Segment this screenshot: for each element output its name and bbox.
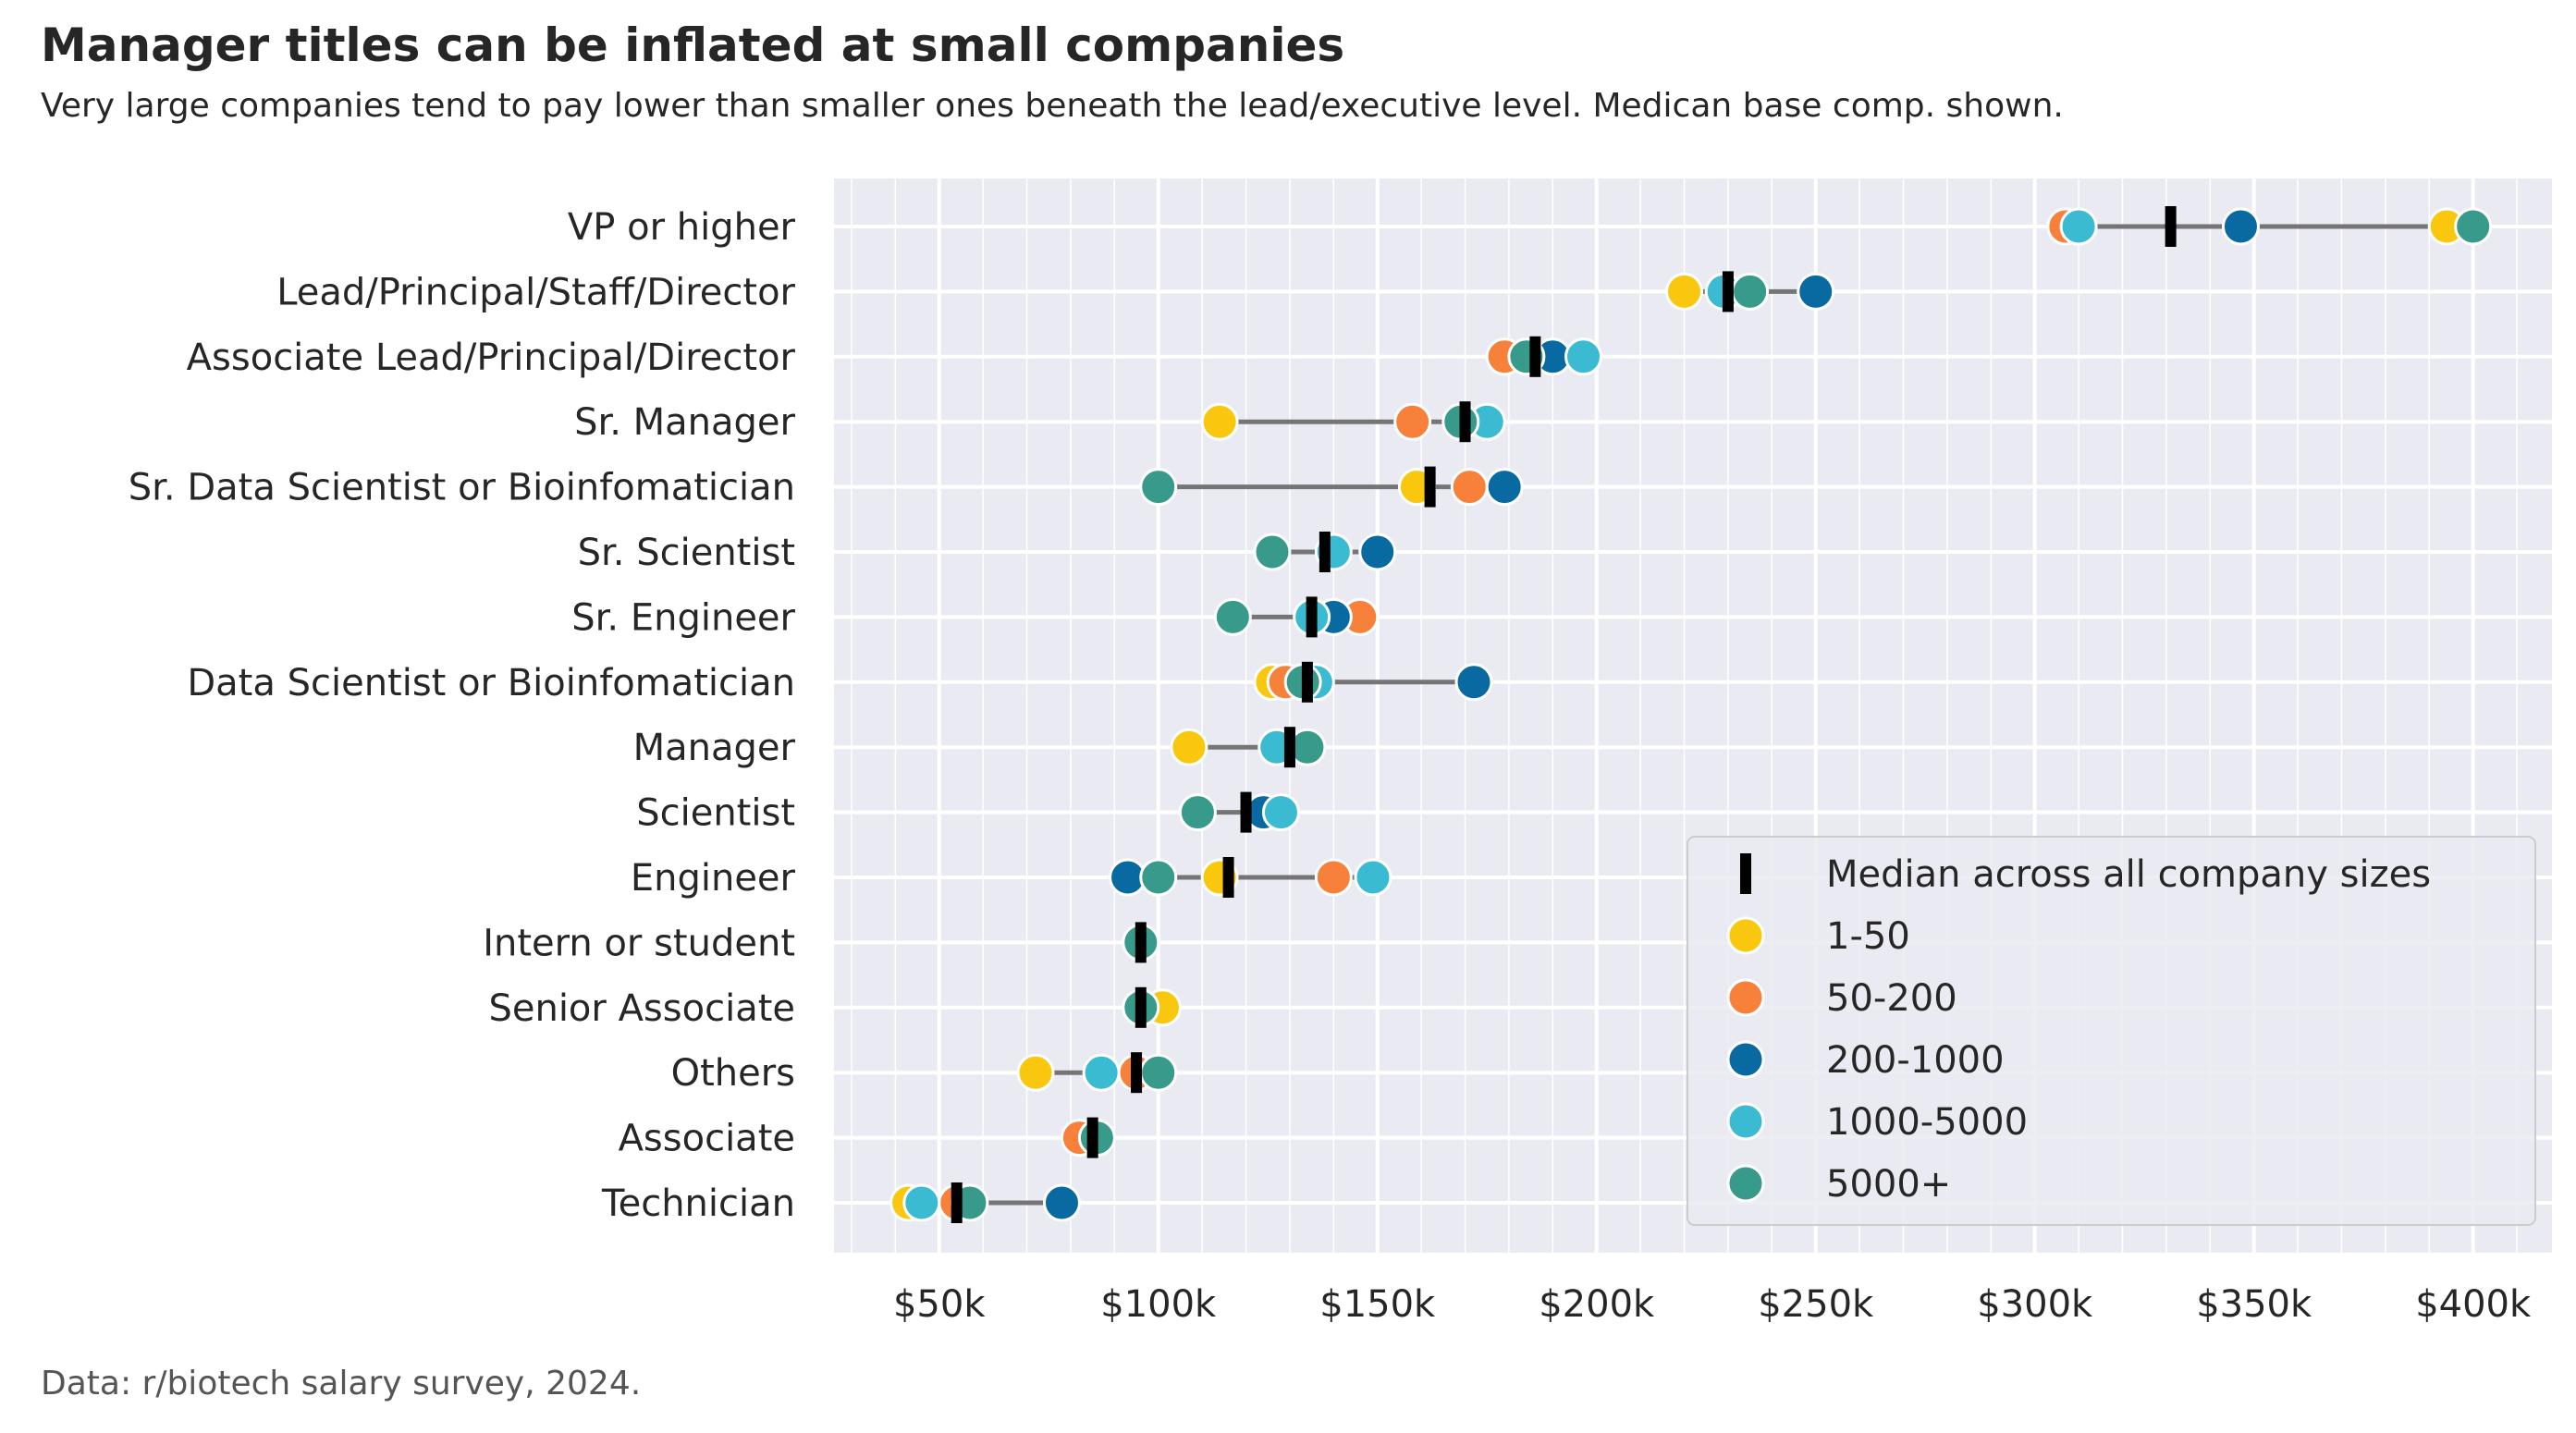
legend-label: Median across all company sizes (1826, 853, 2431, 896)
x-tick-label: $350k (2196, 1283, 2312, 1326)
x-tick-label: $400k (2415, 1283, 2532, 1326)
y-category-label: Engineer (631, 857, 796, 900)
y-category-label: Scientist (636, 792, 795, 835)
data-point (2059, 207, 2098, 246)
legend-box (1687, 836, 2536, 1226)
legend-label: 50-200 (1826, 977, 1957, 1020)
median-marker (951, 1182, 963, 1223)
legend-label: 1-50 (1826, 915, 1910, 958)
x-tick-label: $200k (1539, 1283, 1655, 1326)
y-category-label: Associate (619, 1118, 795, 1160)
median-marker (1135, 922, 1147, 963)
data-point (1797, 272, 1835, 311)
median-marker (1131, 1052, 1143, 1094)
data-point (1354, 858, 1392, 897)
legend-marker (1726, 1040, 1765, 1079)
y-category-label: Sr. Scientist (578, 532, 795, 574)
data-point (2221, 207, 2260, 246)
median-marker (1301, 661, 1313, 703)
data-point (1170, 728, 1208, 766)
median-marker (1135, 986, 1147, 1028)
data-point (1178, 793, 1217, 832)
median-marker (1722, 271, 1734, 312)
data-point (1139, 468, 1178, 507)
median-marker (1459, 401, 1471, 443)
median-marker (2165, 206, 2177, 247)
data-point (1082, 1053, 1121, 1092)
x-tick-label: $150k (1319, 1283, 1436, 1326)
legend-marker (1726, 978, 1765, 1017)
data-point (1564, 337, 1603, 376)
y-category-label: Sr. Data Scientist or Bioinfomatician (129, 467, 795, 509)
y-category-label: Manager (633, 727, 796, 769)
data-point (2454, 207, 2493, 246)
data-point (1450, 468, 1489, 507)
legend-median-marker (1740, 853, 1751, 894)
y-axis-labels: VP or higher Lead/Principal/Staff/Directo… (129, 206, 796, 1225)
legend-marker (1726, 916, 1765, 955)
y-category-label: Sr. Engineer (571, 596, 795, 639)
x-axis-labels: $50k $100k $150k $200k $250k $300k $350k $400k (893, 1283, 2532, 1326)
y-category-label: Technician (601, 1182, 795, 1225)
data-point (1016, 1053, 1055, 1092)
y-category-label: Lead/Principal/Staff/Director (276, 271, 795, 313)
x-tick-label: $100k (1100, 1283, 1217, 1326)
median-marker (1424, 466, 1436, 508)
y-category-label: Data Scientist or Bioinfomatician (187, 662, 795, 704)
median-marker (1086, 1117, 1098, 1158)
x-tick-label: $250k (1758, 1283, 1874, 1326)
legend-marker (1726, 1102, 1765, 1141)
y-category-label: Senior Associate (488, 987, 795, 1030)
data-point (1665, 272, 1704, 311)
legend-label: 200-1000 (1826, 1039, 2005, 1082)
data-point (902, 1183, 941, 1222)
median-marker (1306, 596, 1318, 638)
data-point (1139, 1053, 1178, 1092)
y-category-label: Others (671, 1052, 795, 1095)
legend-label: 1000-5000 (1826, 1101, 2028, 1144)
legend-marker (1726, 1164, 1765, 1203)
chart-subtitle: Very large companies tend to pay lower t… (41, 87, 2064, 125)
y-category-label: VP or higher (568, 206, 796, 249)
y-category-label: Sr. Manager (574, 401, 795, 444)
median-marker (1283, 727, 1295, 768)
data-point (1253, 533, 1292, 571)
y-category-label: Intern or student (483, 922, 795, 964)
median-marker (1529, 336, 1541, 377)
data-point (1139, 858, 1178, 897)
x-tick-label: $300k (1977, 1283, 2093, 1326)
data-point (1213, 597, 1252, 636)
median-markers (951, 206, 2177, 1223)
data-point (1358, 533, 1397, 571)
x-tick-label: $50k (893, 1283, 986, 1326)
legend-label: 5000+ (1826, 1163, 1951, 1206)
data-point (1042, 1183, 1081, 1222)
chart-title: Manager titles can be inflated at small … (41, 18, 1345, 72)
source-note: Data: r/biotech salary survey, 2024. (41, 1365, 642, 1402)
data-point (1485, 468, 1524, 507)
data-point (1731, 272, 1770, 311)
median-marker (1222, 857, 1234, 898)
legend: Median across all company sizes 1-50 50-20… (1687, 836, 2536, 1226)
data-point (1393, 402, 1432, 441)
data-point (1200, 402, 1239, 441)
data-point (1261, 793, 1300, 832)
median-marker (1319, 532, 1331, 572)
data-point (1314, 858, 1353, 897)
median-marker (1240, 791, 1252, 833)
data-point (1454, 663, 1493, 702)
y-category-label: Associate Lead/Principal/Director (187, 337, 796, 379)
